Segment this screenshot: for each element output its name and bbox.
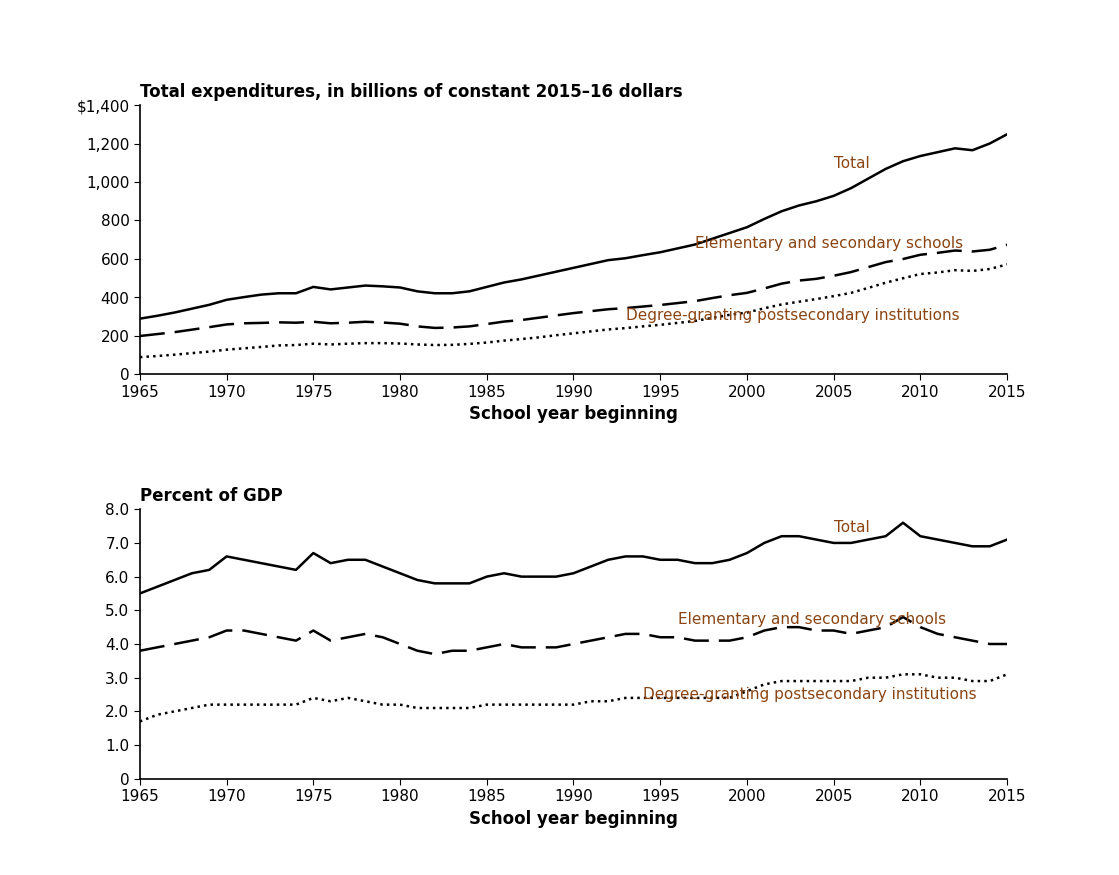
Text: Total: Total bbox=[834, 520, 869, 536]
Text: Percent of GDP: Percent of GDP bbox=[140, 487, 282, 505]
Text: Elementary and secondary schools: Elementary and secondary schools bbox=[677, 612, 946, 626]
Text: Total expenditures, in billions of constant 2015–16 dollars: Total expenditures, in billions of const… bbox=[140, 82, 683, 101]
Text: Total: Total bbox=[834, 156, 869, 171]
X-axis label: School year beginning: School year beginning bbox=[469, 809, 678, 828]
X-axis label: School year beginning: School year beginning bbox=[469, 405, 678, 423]
Text: Elementary and secondary schools: Elementary and secondary schools bbox=[695, 236, 963, 251]
Text: Degree-granting postsecondary institutions: Degree-granting postsecondary institutio… bbox=[642, 687, 977, 702]
Text: Degree-granting postsecondary institutions: Degree-granting postsecondary institutio… bbox=[626, 308, 959, 323]
